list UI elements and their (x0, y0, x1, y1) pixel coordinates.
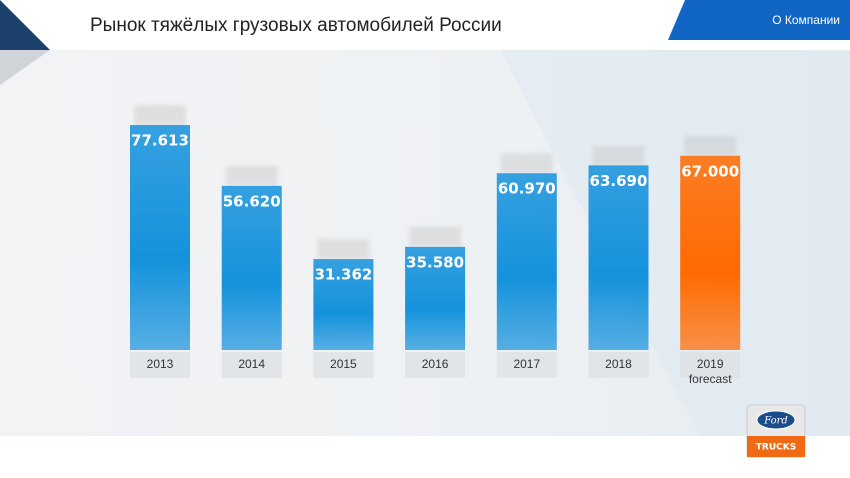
x-tick-label: 2014 (238, 357, 266, 371)
value-label: 77.613 (131, 132, 189, 150)
logo-oval (756, 410, 796, 430)
value-label: 31.362 (314, 266, 372, 284)
category-band (588, 352, 649, 378)
bar (313, 259, 374, 350)
bar-shadow (409, 226, 462, 247)
bar-shadow (134, 105, 186, 125)
bar (496, 173, 557, 350)
value-label: 56.620 (223, 192, 281, 210)
bar (405, 246, 466, 350)
nav-label[interactable]: О Компании (772, 13, 840, 27)
bar (680, 155, 741, 350)
logo-band (747, 436, 805, 457)
x-tick-label: 2013 (146, 357, 174, 371)
bar-shadow (225, 165, 278, 186)
bar-shadow (592, 145, 645, 166)
logo-text: TRUCKS (756, 443, 796, 453)
logo-brand: Ford (763, 416, 788, 427)
bar (130, 125, 190, 350)
x-tick-label: 2015 (330, 357, 357, 371)
chart-title: Рынок тяжёлых грузовых автомобилей Росси… (90, 15, 502, 36)
bar-shadow (500, 153, 553, 174)
bar-shadow (317, 239, 370, 260)
x-tick-label: 2017 (513, 357, 541, 371)
bar-shadow (684, 135, 737, 156)
bar (588, 165, 649, 350)
x-tick-label: 2018 (605, 357, 632, 371)
value-label: 35.580 (406, 253, 464, 271)
x-tick-label: 2016 (421, 357, 449, 371)
category-band (130, 352, 190, 378)
x-tick-label: 2019 forecast (688, 357, 732, 386)
category-band (313, 352, 374, 378)
category-band (496, 352, 557, 378)
corner-shape (0, 50, 50, 85)
nav-tab[interactable] (668, 0, 850, 40)
corner-shape (0, 0, 50, 50)
value-label: 67.000 (681, 162, 739, 180)
value-label: 60.970 (498, 180, 556, 198)
category-band (221, 352, 282, 378)
value-label: 63.690 (590, 172, 648, 190)
category-band (680, 352, 741, 378)
bar (221, 185, 282, 350)
background-shape (500, 50, 850, 436)
category-band (405, 352, 466, 378)
